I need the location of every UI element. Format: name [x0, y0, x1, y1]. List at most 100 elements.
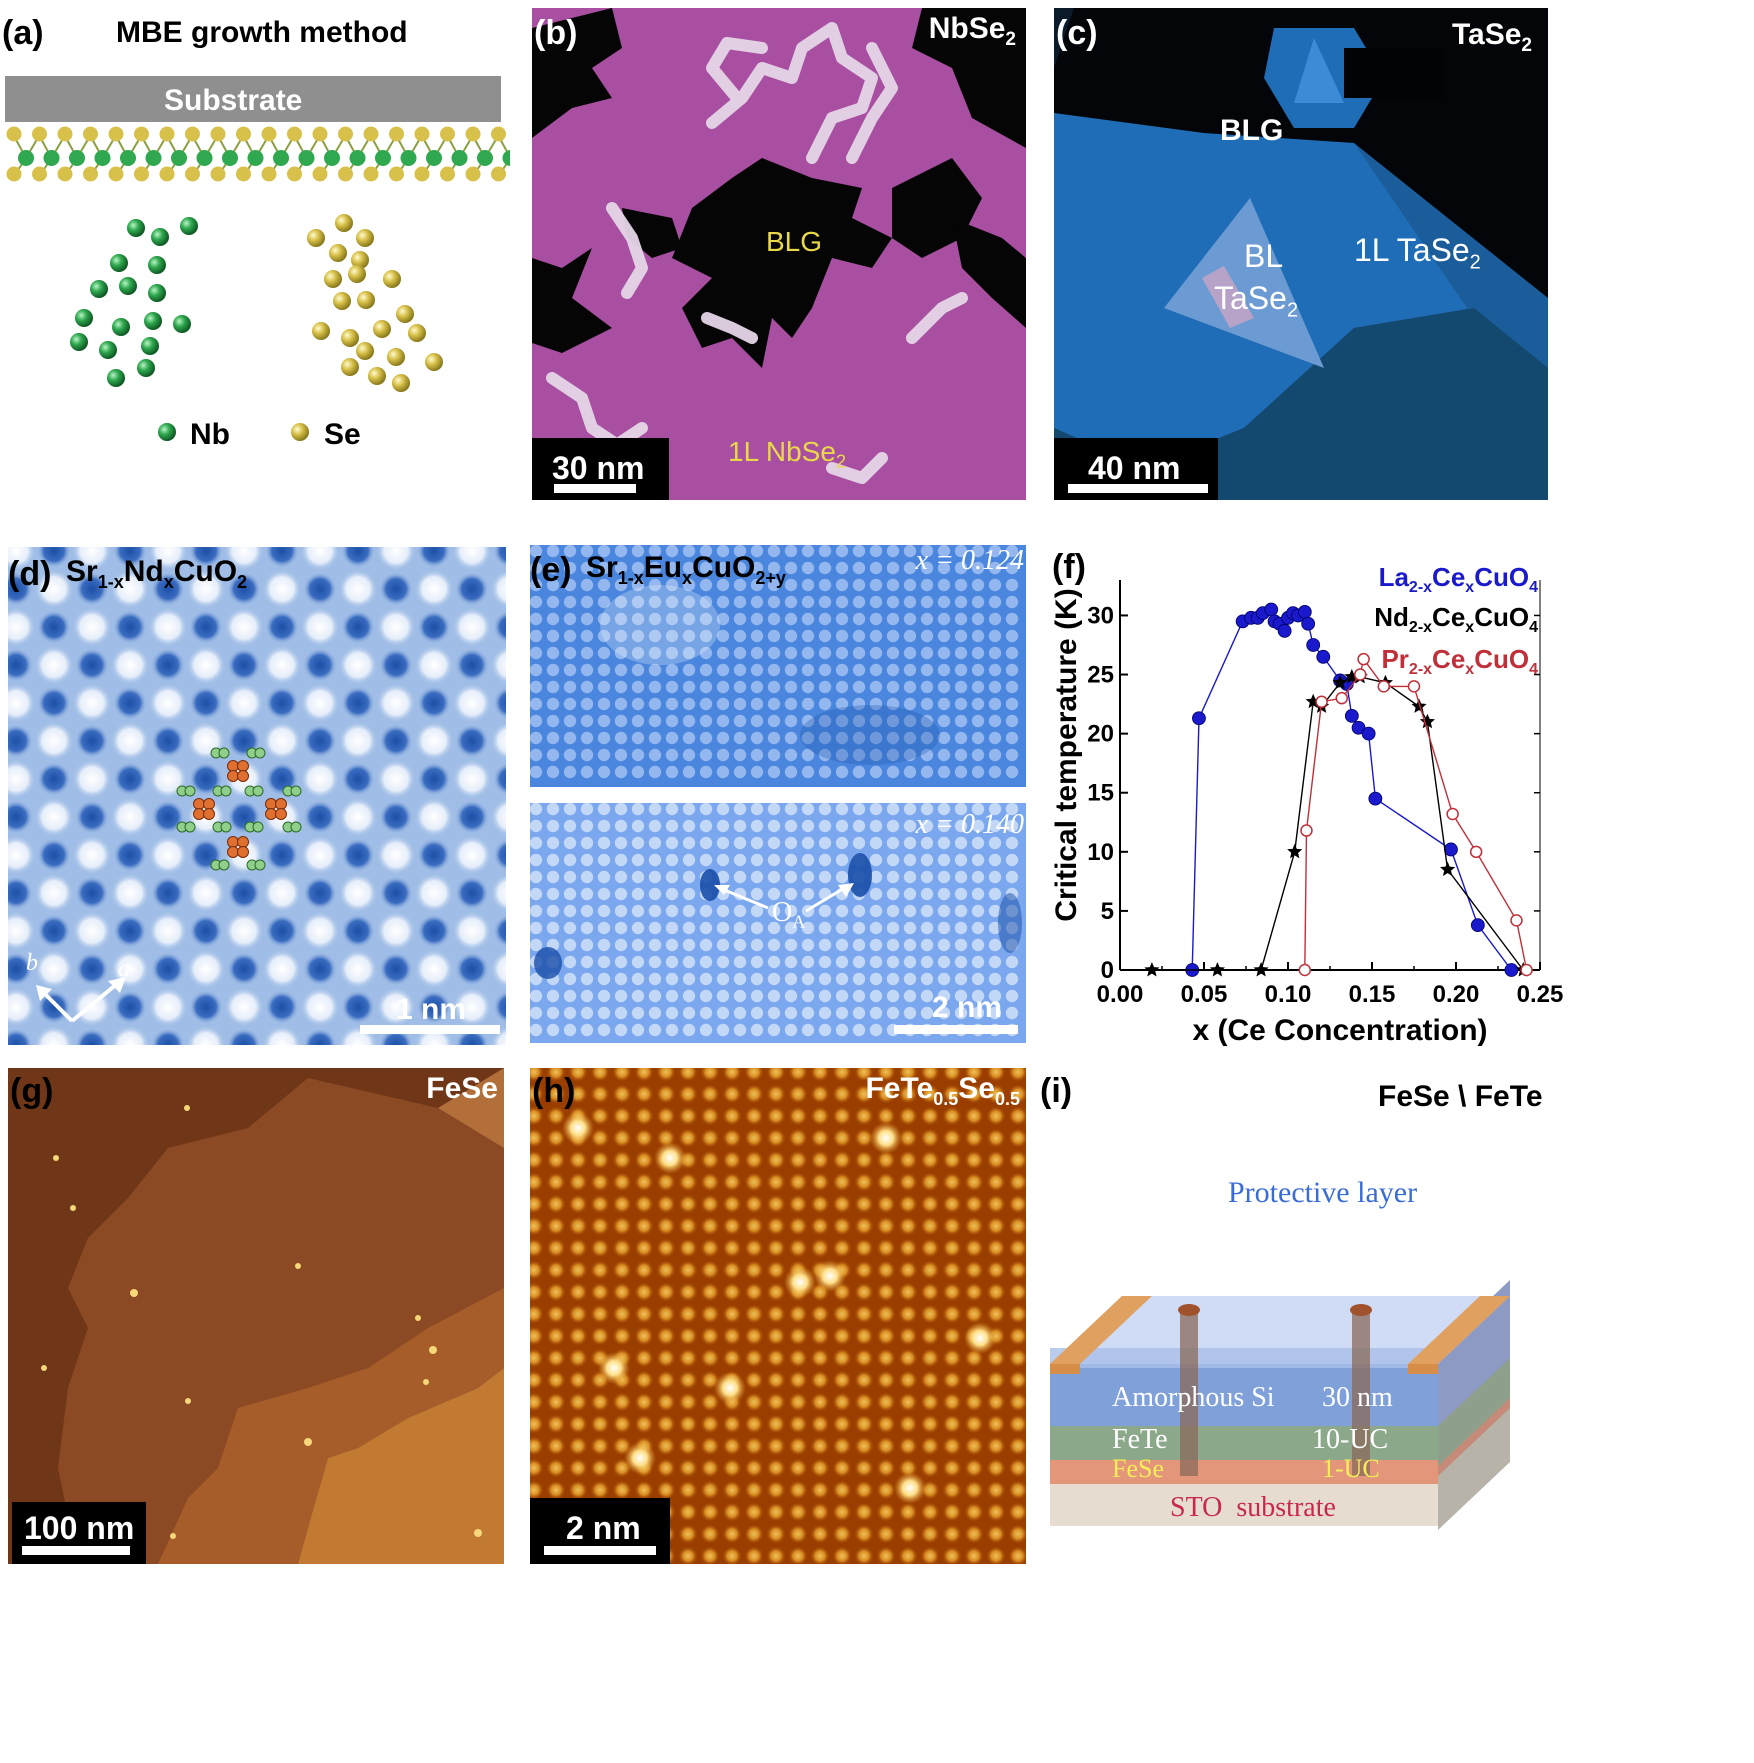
data-point: [1419, 713, 1435, 729]
panel-b-material-main: NbSe: [928, 12, 1006, 45]
se-atom: [329, 244, 347, 262]
fese-terraces: [8, 1068, 504, 1564]
panel-e-title-1: 1-x: [617, 568, 644, 588]
panel-g-scalebar-text: 100 nm: [24, 1510, 135, 1546]
panel-d-stm-image: (d) Sr1-xNdxCuO2 b a 1 nm: [8, 547, 506, 1045]
panel-c-material: TaSe2: [1451, 18, 1532, 56]
cu-atom: [193, 808, 205, 820]
y-axis-label: Critical temperature (K): [1050, 588, 1083, 921]
series-line: [1151, 676, 1524, 971]
panel-d-scalebar-text: 1 nm: [396, 993, 467, 1026]
o-atom: [254, 859, 266, 871]
data-point: [1316, 649, 1331, 664]
panel-a-title: MBE growth method: [116, 16, 408, 49]
se-atom: [307, 229, 325, 247]
bright-adatom: [598, 1352, 630, 1384]
y-tick-label: 25: [1087, 662, 1114, 689]
x-tick-label: 0.05: [1181, 981, 1228, 1008]
se-atom: [324, 270, 342, 288]
legend-entry-1: Nd2-xCexCuO4: [1374, 602, 1538, 636]
lattice-se-atom-bottom: [389, 166, 404, 182]
panel-e-title: Sr1-xEuxCuO2+y: [586, 553, 786, 588]
panel-c-material-sub: 2: [1521, 35, 1532, 56]
panel-f: (f) 0.00 0.05 0.10 0.15 0.20 0.25 0 5 10 15 20 25 30…: [1040, 540, 1754, 1050]
se-atom: [333, 292, 351, 310]
lattice-nb-atom: [43, 150, 60, 166]
panel-e-top-x: x = 0.124: [915, 545, 1024, 576]
nb-atom: [110, 254, 128, 272]
panel-h-material-1: 0.5: [933, 1089, 959, 1109]
device-side-si: [1438, 1280, 1510, 1426]
data-point: [1407, 680, 1421, 693]
se-atom: [312, 322, 330, 340]
panel-c-1l-sub: 2: [1469, 251, 1481, 274]
lattice-se-atom-top: [261, 126, 277, 142]
cu-atom: [203, 798, 215, 810]
lattice-se-atom-bottom: [491, 166, 506, 182]
bright-adatom: [964, 1322, 996, 1354]
panel-e-title-5: 2+y: [755, 568, 786, 588]
y-tick-label: 10: [1087, 839, 1114, 866]
lattice-se-atom-top: [32, 126, 47, 142]
lattice-se-atom-bottom: [414, 166, 430, 182]
se-atom: [356, 342, 374, 360]
nb-atom: [99, 341, 117, 359]
series-line: [1304, 657, 1528, 971]
layer-fete-thickness: 10-UC: [1312, 1424, 1389, 1455]
layer-si-name: Amorphous Si: [1112, 1382, 1275, 1413]
panel-b-label: (b): [534, 14, 578, 52]
panel-g-label: (g): [10, 1072, 54, 1110]
se-atom: [368, 367, 386, 385]
panel-b-scalebar-text: 30 nm: [552, 450, 645, 486]
cu-atom: [237, 846, 249, 858]
atom-clusters: [70, 214, 443, 392]
axis-a-label: a: [118, 956, 130, 982]
layer-fese-thickness: 1-UC: [1322, 1454, 1380, 1483]
panel-d-title-0: Sr: [66, 555, 98, 588]
electrode-left-top: [1050, 1296, 1152, 1364]
legend-nb-label: Nb: [190, 418, 230, 451]
device-stack-diagram: [1050, 1280, 1510, 1530]
panel-h-scalebar-text: 2 nm: [566, 1510, 641, 1546]
se-atom: [341, 329, 359, 347]
data-point: [1520, 963, 1533, 977]
panel-c-bl-label-2: TaSe2: [1214, 282, 1298, 320]
lattice-nb-atom: [145, 150, 162, 166]
tc-vs-ce-chart: 0.00 0.05 0.10 0.15 0.20 0.25 0 5 10 15 20 25 30 x (C…: [1050, 562, 1563, 1047]
se-atom: [396, 305, 414, 323]
panel-c-material-main: TaSe: [1451, 18, 1522, 51]
o-atom: [290, 821, 302, 833]
panel-b-material-sub: 2: [1005, 29, 1016, 50]
panel-e-scalebar-text: 2 nm: [932, 991, 1003, 1024]
se-atom: [392, 374, 410, 392]
lattice-se-atom-top: [414, 126, 430, 142]
nb-atom: [137, 359, 155, 377]
bright-adatom: [624, 1442, 656, 1474]
panel-g-material: FeSe: [426, 1072, 498, 1105]
data-point: [1264, 602, 1279, 617]
lattice-se-atom-bottom: [312, 166, 328, 182]
panel-i-title: FeSe \ FeTe: [1378, 1080, 1543, 1113]
data-point: [1357, 652, 1370, 666]
bright-adatom: [714, 1372, 746, 1404]
panel-f-label: (f): [1052, 548, 1086, 586]
bright-adatom: [870, 1122, 902, 1154]
data-point: [1144, 962, 1160, 977]
nb-atoms: [70, 217, 198, 387]
layer-fete-name: FeTe: [1112, 1424, 1168, 1455]
panel-c-scalebar-text: 40 nm: [1088, 450, 1181, 486]
o-atom: [184, 785, 196, 797]
se-atom: [408, 324, 426, 342]
tase2-topography: [1054, 8, 1548, 500]
lattice-se-atom-top: [57, 126, 73, 142]
data-point: [1287, 843, 1303, 859]
contact-right-cap: [1350, 1304, 1372, 1316]
data-point: [1192, 711, 1206, 726]
series-2: [1298, 652, 1533, 977]
lattice-se-atom-top: [491, 126, 506, 142]
panel-h-scalebar: [544, 1546, 656, 1555]
protective-front: [1050, 1348, 1438, 1368]
lattice-se-atom-bottom: [57, 166, 73, 182]
o-atom: [220, 821, 232, 833]
o-atom: [252, 785, 264, 797]
